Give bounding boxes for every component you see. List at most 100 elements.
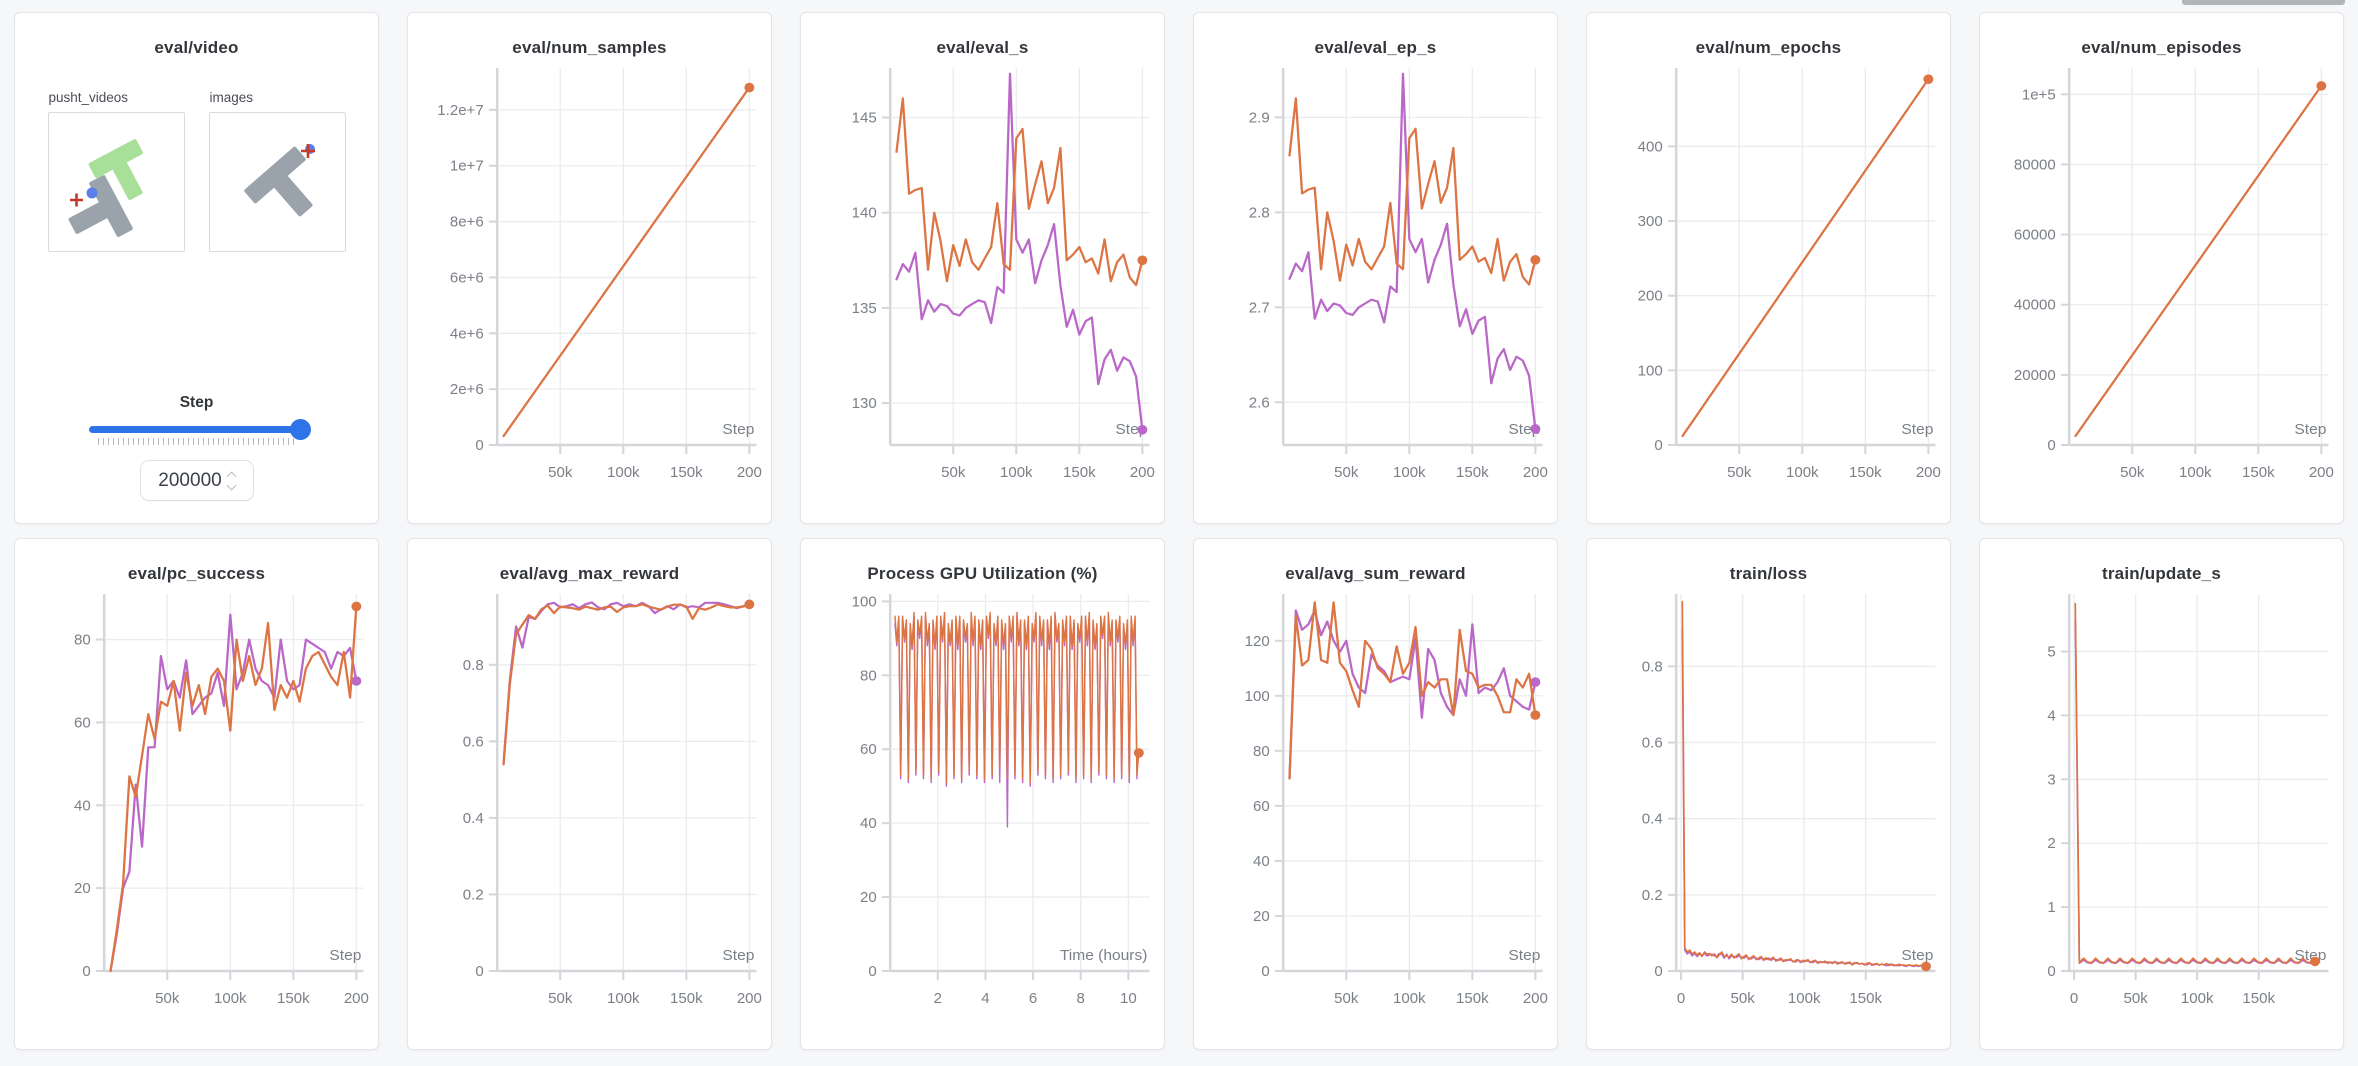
svg-text:135: 135 <box>852 301 877 317</box>
panel-eval-avg-max-reward: eval/avg_max_reward 0 0.2 0.4 0.6 0.8 50k 100k… <box>407 538 772 1050</box>
slider-handle[interactable] <box>289 419 311 440</box>
panel-eval-num-samples: eval/num_samples 0 2e+6 4e+6 6e+6 8e+6 1e+7 1.… <box>407 12 772 524</box>
chart-train-loss[interactable]: 0 0.2 0.4 0.6 0.8 0 50k 100k 150k Step <box>1587 586 1950 1032</box>
svg-text:200: 200 <box>1130 465 1155 481</box>
step-input[interactable]: 200000 <box>139 460 254 501</box>
svg-text:400: 400 <box>1638 140 1663 156</box>
svg-text:0.4: 0.4 <box>1642 812 1663 828</box>
media-label: images <box>209 90 254 105</box>
svg-text:2: 2 <box>2047 836 2055 852</box>
step-slider[interactable] <box>88 419 311 440</box>
panel-eval-video: eval/video pusht_videos <box>14 12 379 524</box>
svg-text:50k: 50k <box>155 991 180 1007</box>
svg-text:60000: 60000 <box>2014 228 2056 244</box>
svg-text:80000: 80000 <box>2014 158 2056 174</box>
pusht-scene-icon <box>68 139 143 237</box>
svg-text:60: 60 <box>860 742 877 758</box>
svg-text:8e+6: 8e+6 <box>450 215 484 231</box>
chart-eval-eval-s[interactable]: 130 135 140 145 50k 100k 150k 200 Step <box>801 60 1164 506</box>
svg-text:100: 100 <box>1638 364 1663 380</box>
step-input-value[interactable]: 200000 <box>158 469 222 491</box>
chart-eval-pc-success[interactable]: 0 20 40 60 80 50k 100k 150k 200 Step <box>15 586 378 1032</box>
svg-text:2.7: 2.7 <box>1249 301 1270 317</box>
svg-text:100k: 100k <box>1393 465 1426 481</box>
svg-text:120: 120 <box>1245 634 1270 650</box>
svg-text:0.4: 0.4 <box>463 811 484 827</box>
chart-gpu-utilization[interactable]: 0 20 40 60 80 100 2 4 6 8 10 Time (hours) <box>801 586 1164 1032</box>
chart-title: eval/num_samples <box>512 38 667 57</box>
stepper <box>226 471 237 490</box>
panel-eval-avg-sum-reward: eval/avg_sum_reward 0 20 40 60 80 100 120 50k 10… <box>1193 538 1558 1050</box>
svg-text:100k: 100k <box>2181 991 2214 1007</box>
chart-title: eval/num_epochs <box>1695 38 1842 57</box>
svg-text:2: 2 <box>934 991 942 1007</box>
chart-title: eval/avg_sum_reward <box>1285 564 1466 583</box>
chart-eval-avg-sum-reward[interactable]: 0 20 40 60 80 100 120 50k 100k 150k 200 Step <box>1194 586 1557 1032</box>
svg-text:40000: 40000 <box>2014 298 2056 314</box>
svg-text:Step: Step <box>722 947 754 964</box>
video-thumbnail-images[interactable] <box>208 112 346 252</box>
svg-text:100: 100 <box>1245 689 1270 705</box>
svg-text:5: 5 <box>2047 645 2055 661</box>
svg-text:0.8: 0.8 <box>1642 660 1663 676</box>
svg-text:4: 4 <box>2047 709 2055 725</box>
pusht-block-t-icon <box>243 146 312 217</box>
svg-text:0: 0 <box>1677 991 1685 1007</box>
svg-text:100k: 100k <box>1000 465 1033 481</box>
svg-text:0.8: 0.8 <box>463 658 484 674</box>
panel-eval-num-episodes: eval/num_episodes 0 20000 40000 60000 80000 1… <box>1979 12 2344 524</box>
svg-text:Step: Step <box>1508 947 1540 964</box>
svg-text:0: 0 <box>475 964 483 980</box>
svg-text:1: 1 <box>2047 900 2055 916</box>
svg-text:0: 0 <box>868 964 876 980</box>
pusht-block-t-icon <box>68 175 133 237</box>
media-panel-title: eval/video <box>154 38 239 57</box>
svg-text:Step: Step <box>1115 421 1147 438</box>
svg-text:0: 0 <box>2070 991 2078 1007</box>
svg-text:0: 0 <box>475 438 483 454</box>
media-cell-pusht-videos: pusht_videos <box>47 90 185 252</box>
svg-text:0: 0 <box>1261 964 1269 980</box>
svg-text:1e+7: 1e+7 <box>450 159 484 175</box>
svg-text:150k: 150k <box>2242 465 2275 481</box>
panel-eval-pc-success: eval/pc_success 0 20 40 60 80 50k 100k 150k 200 S… <box>14 538 379 1050</box>
chart-eval-avg-max-reward[interactable]: 0 0.2 0.4 0.6 0.8 50k 100k 150k 200 Step <box>408 586 771 1032</box>
svg-text:150k: 150k <box>670 465 703 481</box>
media-label: pusht_videos <box>48 90 129 105</box>
svg-text:40: 40 <box>74 799 91 815</box>
horizontal-scrollbar-thumb[interactable] <box>2182 0 2345 5</box>
media-cell-images: images <box>208 90 346 252</box>
svg-text:Step: Step <box>1901 947 1933 964</box>
video-thumbnail-pusht-videos[interactable] <box>47 112 185 252</box>
svg-text:4: 4 <box>981 991 989 1007</box>
svg-text:0: 0 <box>2047 964 2055 980</box>
step-slider-track[interactable] <box>88 426 305 433</box>
panel-eval-eval-s: eval/eval_s 130 135 140 145 50k 100k 150k 200 St… <box>800 12 1165 524</box>
svg-text:150k: 150k <box>1456 991 1489 1007</box>
chart-eval-num-episodes[interactable]: 0 20000 40000 60000 80000 1e+5 50k 100k 150k 200 S… <box>1980 60 2343 506</box>
svg-text:0.2: 0.2 <box>463 888 484 904</box>
svg-text:150k: 150k <box>2242 991 2275 1007</box>
svg-text:6: 6 <box>1029 991 1037 1007</box>
svg-text:50k: 50k <box>1334 991 1359 1007</box>
svg-text:300: 300 <box>1638 214 1663 230</box>
chart-title: train/update_s <box>2102 564 2221 583</box>
svg-text:80: 80 <box>74 633 91 649</box>
pusht-scene-icon <box>243 144 315 217</box>
stepper-down-icon[interactable] <box>226 480 237 490</box>
svg-text:200: 200 <box>1523 465 1548 481</box>
chart-title: eval/eval_ep_s <box>1314 38 1437 57</box>
chart-eval-num-samples[interactable]: 0 2e+6 4e+6 6e+6 8e+6 1e+7 1.2e+7 50k 100k 150k 20… <box>408 60 771 506</box>
svg-text:Step: Step <box>329 947 361 964</box>
svg-text:40: 40 <box>1253 854 1270 870</box>
chart-eval-num-epochs[interactable]: 0 100 200 300 400 50k 100k 150k 200 Step <box>1587 60 1950 506</box>
svg-text:0: 0 <box>2047 438 2055 454</box>
pusht-goal-cross-icon <box>69 193 83 207</box>
svg-text:20: 20 <box>1253 909 1270 925</box>
svg-text:40: 40 <box>860 816 877 832</box>
panel-eval-num-epochs: eval/num_epochs 0 100 200 300 400 50k 100k 150k… <box>1586 12 1951 524</box>
svg-text:130: 130 <box>852 396 877 412</box>
